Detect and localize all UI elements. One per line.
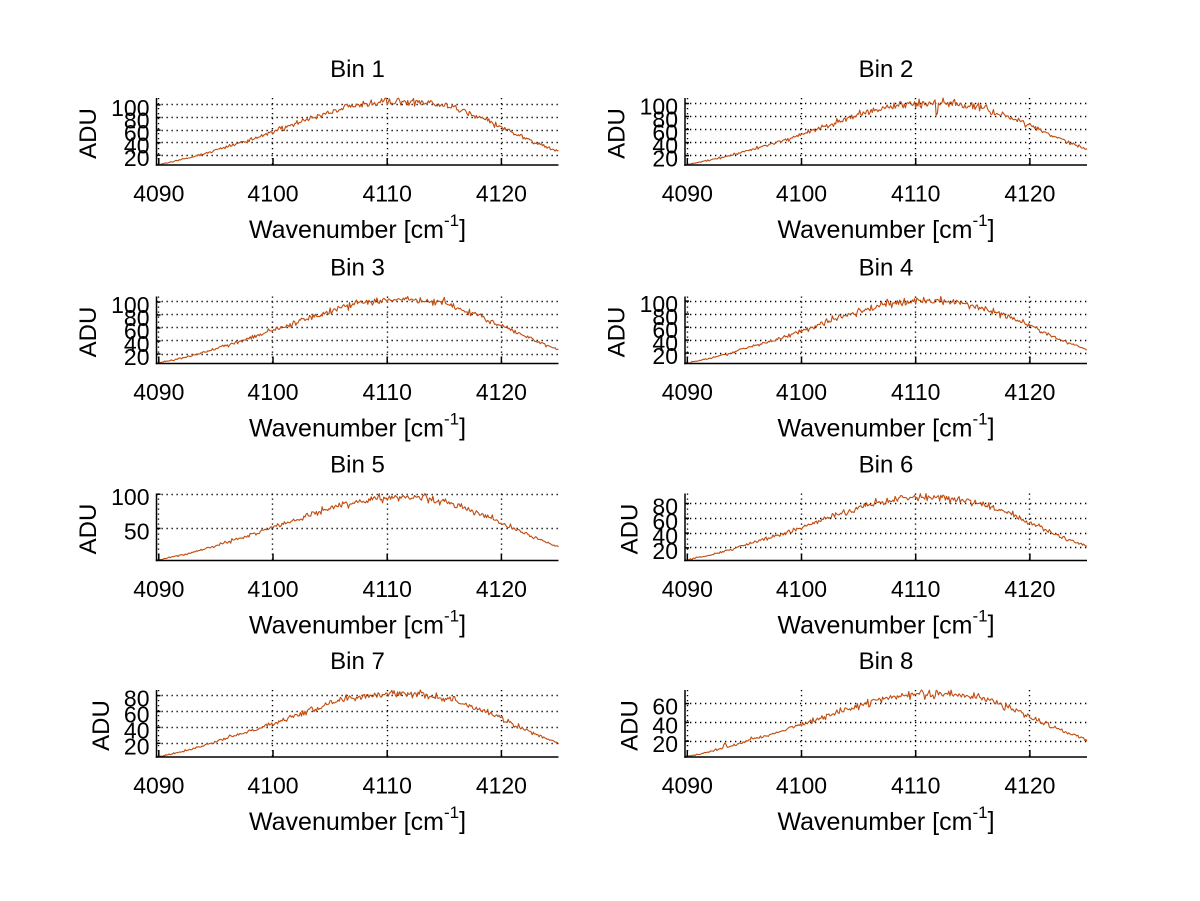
svg-text:Bin 5: Bin 5 <box>330 452 385 479</box>
svg-text:60: 60 <box>652 120 678 146</box>
svg-text:20: 20 <box>124 733 150 759</box>
svg-text:4100: 4100 <box>247 379 298 405</box>
svg-text:100: 100 <box>111 95 149 121</box>
svg-text:Bin 2: Bin 2 <box>859 56 914 83</box>
svg-text:4100: 4100 <box>776 773 827 799</box>
svg-text:Wavenumber [cm-1]: Wavenumber [cm-1] <box>249 211 466 244</box>
svg-text:4090: 4090 <box>662 181 713 207</box>
svg-text:100: 100 <box>640 94 678 120</box>
svg-text:4100: 4100 <box>247 576 298 602</box>
svg-text:60: 60 <box>652 694 678 720</box>
svg-text:20: 20 <box>124 145 150 171</box>
svg-text:Bin 7: Bin 7 <box>330 648 385 675</box>
svg-text:4120: 4120 <box>1004 576 1055 602</box>
svg-text:60: 60 <box>124 702 150 728</box>
svg-text:4090: 4090 <box>133 773 184 799</box>
svg-text:4090: 4090 <box>662 773 713 799</box>
svg-text:60: 60 <box>124 318 150 344</box>
svg-text:ADU: ADU <box>88 700 115 751</box>
svg-text:4120: 4120 <box>476 379 527 405</box>
svg-text:20: 20 <box>652 538 678 564</box>
svg-text:100: 100 <box>640 291 678 317</box>
svg-text:40: 40 <box>652 712 678 738</box>
svg-text:Wavenumber [cm-1]: Wavenumber [cm-1] <box>777 607 994 640</box>
svg-text:4120: 4120 <box>1004 181 1055 207</box>
svg-text:Wavenumber [cm-1]: Wavenumber [cm-1] <box>249 607 466 640</box>
svg-text:4090: 4090 <box>133 379 184 405</box>
svg-text:ADU: ADU <box>75 108 102 159</box>
svg-text:4100: 4100 <box>776 576 827 602</box>
svg-text:20: 20 <box>652 343 678 369</box>
svg-text:ADU: ADU <box>617 504 644 555</box>
svg-text:80: 80 <box>124 108 150 134</box>
svg-text:4100: 4100 <box>776 181 827 207</box>
svg-text:4110: 4110 <box>362 773 411 799</box>
svg-text:60: 60 <box>652 317 678 343</box>
svg-text:4110: 4110 <box>891 576 940 602</box>
svg-text:Wavenumber [cm-1]: Wavenumber [cm-1] <box>777 803 994 836</box>
svg-text:4110: 4110 <box>362 576 411 602</box>
svg-text:ADU: ADU <box>604 307 631 358</box>
svg-text:4120: 4120 <box>476 181 527 207</box>
svg-text:4120: 4120 <box>476 773 527 799</box>
svg-text:Bin 3: Bin 3 <box>330 255 385 282</box>
svg-text:4110: 4110 <box>362 181 411 207</box>
svg-text:40: 40 <box>652 133 678 159</box>
svg-text:ADU: ADU <box>617 700 644 751</box>
svg-text:4120: 4120 <box>1004 773 1055 799</box>
svg-text:4090: 4090 <box>133 576 184 602</box>
svg-text:ADU: ADU <box>75 504 102 555</box>
svg-text:80: 80 <box>124 305 150 331</box>
svg-text:100: 100 <box>111 292 149 318</box>
svg-text:80: 80 <box>652 107 678 133</box>
svg-text:Wavenumber [cm-1]: Wavenumber [cm-1] <box>777 410 994 443</box>
svg-text:40: 40 <box>124 717 150 743</box>
svg-text:4120: 4120 <box>1004 379 1055 405</box>
svg-text:60: 60 <box>652 508 678 534</box>
svg-text:40: 40 <box>124 331 150 357</box>
svg-text:80: 80 <box>652 304 678 330</box>
svg-text:60: 60 <box>124 120 150 146</box>
svg-text:20: 20 <box>652 731 678 757</box>
svg-text:20: 20 <box>652 146 678 172</box>
svg-text:40: 40 <box>124 133 150 159</box>
svg-text:100: 100 <box>111 484 149 510</box>
svg-text:Wavenumber [cm-1]: Wavenumber [cm-1] <box>777 211 994 244</box>
svg-text:Bin 6: Bin 6 <box>859 452 914 479</box>
svg-text:ADU: ADU <box>75 307 102 358</box>
svg-text:4110: 4110 <box>362 379 411 405</box>
svg-text:4090: 4090 <box>662 379 713 405</box>
svg-text:Wavenumber [cm-1]: Wavenumber [cm-1] <box>249 803 466 836</box>
svg-text:40: 40 <box>652 523 678 549</box>
svg-text:4100: 4100 <box>776 379 827 405</box>
svg-text:Bin 4: Bin 4 <box>859 255 914 282</box>
svg-text:4100: 4100 <box>247 773 298 799</box>
svg-text:50: 50 <box>124 518 150 544</box>
svg-text:40: 40 <box>652 330 678 356</box>
svg-text:4090: 4090 <box>133 181 184 207</box>
svg-text:4110: 4110 <box>891 773 940 799</box>
svg-text:80: 80 <box>124 686 150 712</box>
svg-text:Bin 1: Bin 1 <box>330 56 385 83</box>
svg-text:Bin 8: Bin 8 <box>859 648 914 675</box>
svg-text:80: 80 <box>652 494 678 520</box>
svg-text:4120: 4120 <box>476 576 527 602</box>
svg-text:4110: 4110 <box>891 181 940 207</box>
svg-text:4100: 4100 <box>247 181 298 207</box>
svg-text:Wavenumber [cm-1]: Wavenumber [cm-1] <box>249 410 466 443</box>
svg-text:4110: 4110 <box>891 379 940 405</box>
svg-text:ADU: ADU <box>604 108 631 159</box>
svg-text:4090: 4090 <box>662 576 713 602</box>
svg-text:20: 20 <box>124 344 150 370</box>
